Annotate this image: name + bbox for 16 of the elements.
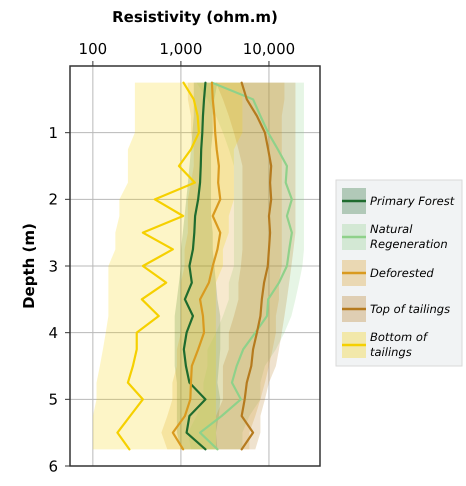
y-tick-label: 1 <box>48 124 58 142</box>
legend-label: Deforested <box>370 266 434 280</box>
legend-label: Top of tailings <box>370 302 450 316</box>
legend-label: Primary Forest <box>370 194 455 208</box>
y-tick-label: 2 <box>48 190 58 209</box>
y-tick-label: 3 <box>48 257 58 276</box>
legend-label: Bottom of tailings <box>370 330 429 359</box>
x-tick-label: 1,000 <box>159 40 202 58</box>
y-tick-label: 6 <box>48 457 58 476</box>
y-tick-label: 5 <box>48 390 58 409</box>
legend-label: Natural Regeneration <box>370 222 448 251</box>
x-tick-label: 100 <box>78 40 108 58</box>
x-axis-title: Resistivity (ohm.m) <box>112 8 278 26</box>
x-tick-label: 10,000 <box>242 40 296 58</box>
y-axis-title: Depth (m) <box>20 223 38 309</box>
y-tick-label: 4 <box>48 324 58 342</box>
